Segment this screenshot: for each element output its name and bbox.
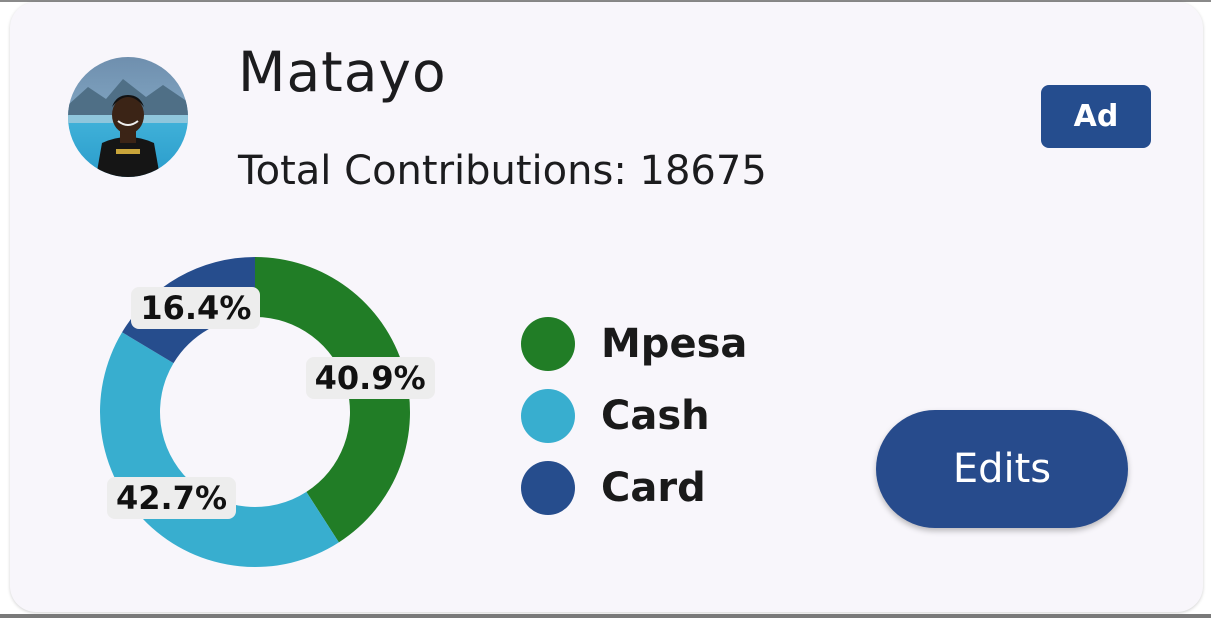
legend-item-card: Card — [521, 452, 747, 524]
legend-label: Cash — [601, 393, 710, 439]
avatar — [68, 57, 188, 177]
legend-item-cash: Cash — [521, 380, 747, 452]
top-divider — [0, 0, 1211, 2]
legend-swatch — [521, 461, 575, 515]
total-contributions: Total Contributions: 18675 — [238, 148, 767, 194]
contributor-card: Matayo Total Contributions: 18675 Ad 40.… — [10, 2, 1203, 612]
donut-slice-mpesa — [255, 257, 410, 543]
contributor-name: Matayo — [238, 40, 447, 104]
donut-slice-cash — [100, 332, 339, 567]
legend-label: Card — [601, 465, 706, 511]
edits-button[interactable]: Edits — [876, 410, 1128, 528]
legend-swatch — [521, 389, 575, 443]
ad-badge[interactable]: Ad — [1041, 85, 1151, 148]
donut-label-cash: 42.7% — [106, 477, 236, 520]
legend-item-mpesa: Mpesa — [521, 308, 747, 380]
bottom-divider — [0, 614, 1211, 618]
donut-label-card: 16.4% — [131, 286, 261, 329]
legend-label: Mpesa — [601, 321, 748, 367]
chart-legend: Mpesa Cash Card — [521, 308, 747, 524]
legend-swatch — [521, 317, 575, 371]
donut-label-mpesa: 40.9% — [305, 357, 435, 400]
